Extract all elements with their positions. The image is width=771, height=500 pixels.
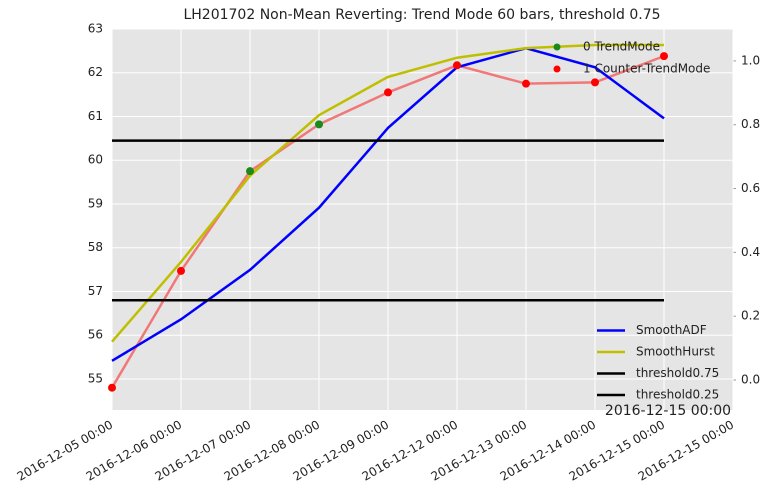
y2-tick-label: 0.2 <box>741 309 760 323</box>
scatter-point <box>522 79 530 88</box>
y-tick-label: 56 <box>88 328 103 342</box>
legend-label: threshold0.75 <box>636 366 719 380</box>
y-tick-label: 59 <box>88 196 103 210</box>
annotation: 2016-12-15 00:00 <box>605 403 731 419</box>
chart-title: LH201702 Non-Mean Reverting: Trend Mode … <box>183 7 660 23</box>
scatter-point <box>177 266 185 275</box>
scatter-point <box>108 383 116 392</box>
y-tick-label: 62 <box>88 65 103 79</box>
scatter-point <box>384 88 392 97</box>
scatter-point <box>246 167 254 176</box>
scatter-point <box>315 120 323 129</box>
y2-tick-label: 0.6 <box>741 181 760 195</box>
y-tick-label: 58 <box>88 240 103 254</box>
scatter-point <box>453 61 461 70</box>
series-line <box>111 46 665 362</box>
y-tick-label: 57 <box>88 284 103 298</box>
y2-tick-label: 1.0 <box>741 53 760 67</box>
legend-marker <box>553 43 561 51</box>
y-tick-label: 61 <box>88 109 103 123</box>
legend-label: 0 TrendMode <box>583 40 660 54</box>
y-tick-label: 63 <box>88 22 103 36</box>
legend-label: SmoothADF <box>636 323 707 337</box>
y-tick-label: 55 <box>88 371 103 385</box>
scatter-point <box>591 78 599 87</box>
legend-label: threshold0.25 <box>636 388 719 402</box>
y-tick-label: 60 <box>88 153 103 167</box>
legend-label: SmoothHurst <box>636 345 715 359</box>
y2-tick-label: 0.0 <box>741 373 760 387</box>
scatter-point <box>660 52 668 61</box>
y2-tick-label: 0.8 <box>741 117 760 131</box>
legend-label: 1 Counter-TrendMode <box>583 62 710 76</box>
legend-marker <box>553 65 561 73</box>
series-line <box>111 43 664 343</box>
y2-tick-label: 0.4 <box>741 245 760 259</box>
